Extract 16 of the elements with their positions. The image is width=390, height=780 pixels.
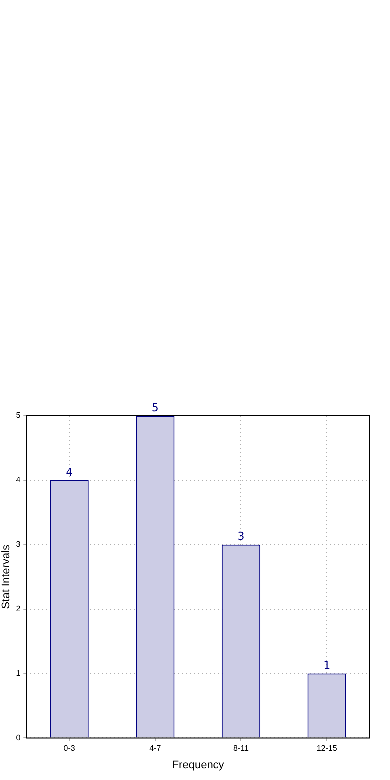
y-tick-label: 3 bbox=[16, 540, 22, 550]
data-label: 3 bbox=[238, 530, 245, 544]
y-tick-label: 2 bbox=[16, 604, 22, 614]
x-tick-label: 0-3 bbox=[64, 744, 76, 754]
y-tick-label: 4 bbox=[16, 476, 22, 485]
x-tick-label: 12-15 bbox=[316, 744, 338, 754]
x-tick-label: 8-11 bbox=[234, 744, 250, 754]
data-label: 5 bbox=[152, 401, 159, 414]
x-axis-title: Frequency bbox=[172, 759, 225, 772]
y-tick-label: 0 bbox=[16, 733, 22, 742]
data-label: 4 bbox=[66, 466, 74, 479]
x-tick-label: 4-7 bbox=[150, 744, 162, 754]
data-label: 1 bbox=[324, 659, 331, 672]
y-tick-label: 1 bbox=[16, 668, 22, 678]
y-tick-label: 5 bbox=[16, 411, 22, 420]
y-axis-title: Stat Intervals bbox=[0, 544, 13, 610]
